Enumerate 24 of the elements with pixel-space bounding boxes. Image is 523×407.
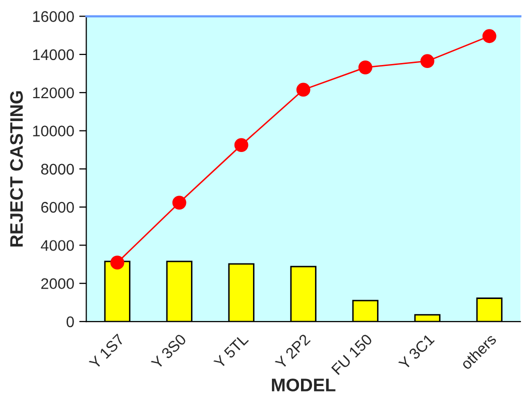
y-tick-label: 6000 — [41, 202, 74, 213]
y-tick-label: 12000 — [33, 87, 74, 98]
x-tick-label: Y 1S7 — [88, 333, 125, 370]
y-tick-label: 2000 — [41, 278, 74, 290]
x-tick-label: Y 3S0 — [150, 333, 187, 370]
y-tick-label: 10000 — [33, 126, 74, 136]
x-tick-label: FU 150 — [331, 333, 373, 376]
point — [110, 256, 124, 270]
point — [482, 29, 496, 44]
x-tick-label: Y 2P2 — [274, 333, 311, 370]
x-axis-title: MODEL — [272, 378, 336, 392]
point — [234, 138, 248, 152]
y-tick-label: 14000 — [33, 49, 74, 60]
x-tick-label: Y 3C1 — [398, 333, 435, 370]
point — [420, 54, 434, 68]
y-tick-label: 4000 — [40, 240, 74, 251]
point — [296, 82, 310, 97]
point — [358, 60, 372, 74]
x-tick-label: Y 5TL — [213, 333, 249, 369]
y-tick-label: 8000 — [41, 164, 74, 175]
y-axis-title: REJECT CASTING — [10, 91, 23, 246]
point — [172, 196, 186, 210]
y-tick-label: 16000 — [33, 11, 74, 22]
y-tick-label: 0 — [66, 316, 74, 328]
